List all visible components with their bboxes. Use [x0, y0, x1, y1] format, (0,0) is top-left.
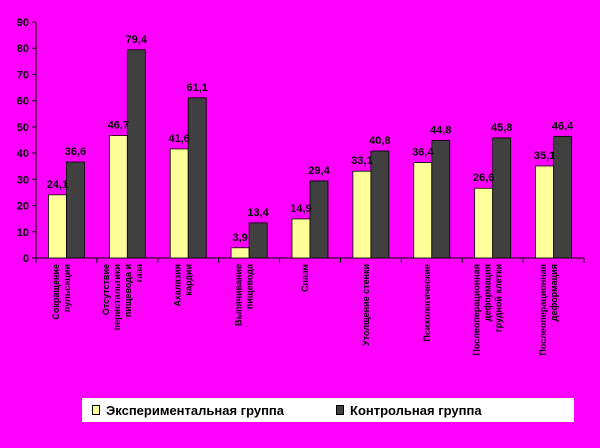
x-category-label: Выпячивание пищевода [234, 263, 255, 326]
legend-swatch-experimental [92, 405, 100, 415]
x-category-label: Отсутствие перистальтики пищевода и газа [101, 263, 144, 330]
bar-control [126, 49, 146, 259]
x-category-label-line: Ахалазия [173, 264, 183, 307]
legend-item-experimental: Экспериментальная группа [92, 403, 284, 418]
bar-control [492, 137, 512, 259]
x-category-label: Психологические [422, 264, 432, 342]
x-category-label-line: Спазм [300, 264, 310, 292]
y-tick-label: 70 [17, 69, 29, 81]
x-category-label-line: Послеоперационная [472, 264, 482, 356]
bar-experimental [474, 187, 494, 259]
y-tick-label: 60 [17, 96, 29, 108]
value-label-control: 29,4 [308, 165, 330, 177]
value-label-experimental: 14,9 [290, 203, 311, 215]
legend-label-experimental: Экспериментальная группа [106, 402, 285, 418]
x-category-label-line: Сокращение [51, 264, 61, 320]
value-label-control: 61,1 [187, 82, 208, 94]
x-category-label-line: Выпячивание [234, 264, 244, 326]
x-category-label-line: Психологические [422, 264, 432, 342]
x-category-label-line: пищевода [245, 263, 255, 309]
legend-item-control: Контрольная группа [336, 403, 482, 418]
x-category-label-line: перистальтики [112, 264, 122, 330]
bar-experimental [108, 135, 128, 259]
bar-experimental [48, 194, 67, 259]
bar-experimental [413, 162, 433, 259]
x-category-label: Ахалазия кардии [173, 264, 194, 307]
value-label-experimental: 46,7 [108, 120, 129, 132]
chart-bars [48, 49, 572, 259]
bar-control [309, 180, 329, 259]
y-tick-label: 90 [17, 17, 29, 29]
value-label-control: 36,6 [65, 146, 86, 158]
value-label-experimental: 35,1 [534, 150, 555, 162]
x-category-label-line: пульсации [62, 264, 72, 312]
bar-control [553, 135, 572, 259]
bar-control [66, 161, 85, 259]
bar-control [431, 140, 451, 259]
value-label-control: 44,8 [430, 125, 451, 137]
y-tick-label: 30 [17, 174, 29, 186]
bar-experimental [352, 170, 372, 259]
value-label-experimental: 26,6 [473, 172, 494, 184]
value-label-control: 46,4 [552, 120, 574, 132]
x-category-label-line: деформация [483, 264, 493, 321]
chart-labels: 24,1 36,6 Сокращение пульсации 46,7 79,4 Отсут… [47, 34, 574, 356]
value-label-experimental: 36,4 [412, 147, 434, 159]
value-label-control: 79,4 [126, 34, 148, 46]
legend-swatch-control [336, 405, 345, 415]
bar-experimental [230, 247, 250, 259]
y-tick-label: 0 [23, 253, 29, 265]
x-category-label-line: газа [134, 263, 144, 282]
y-tick-label: 20 [17, 201, 29, 213]
x-category-label: Послеоперационная деформация [538, 264, 559, 356]
value-label-experimental: 3,9 [232, 232, 247, 244]
value-label-experimental: 24,1 [47, 179, 68, 191]
x-category-label: Сокращение пульсации [51, 264, 72, 320]
y-tick-label: 80 [17, 43, 29, 55]
legend-label-control: Контрольная группа [350, 402, 482, 418]
bar-experimental [291, 218, 311, 259]
chart-legend: Экспериментальная группа Контрольная гру… [82, 398, 574, 422]
bar-experimental [535, 165, 554, 259]
bar-control [248, 222, 268, 259]
x-category-label-line: кардии [184, 264, 194, 296]
y-tick-label: 40 [17, 148, 29, 160]
x-category-label-line: Послеоперационная [538, 264, 548, 356]
x-category-label: Утолщение стенки [361, 264, 371, 346]
value-label-control: 13,4 [247, 207, 269, 219]
value-label-control: 40,8 [369, 135, 390, 147]
bar-control [370, 150, 390, 259]
y-tick-label: 10 [17, 227, 29, 239]
value-label-experimental: 41,6 [169, 133, 190, 145]
x-category-label-line: деформация [549, 264, 559, 321]
x-category-label: Спазм [300, 264, 310, 292]
x-category-label-line: Отсутствие [101, 264, 111, 315]
x-category-label-line: Утолщение стенки [361, 264, 371, 346]
x-category-label-line: грудной клетки [494, 264, 504, 332]
x-category-label-line: пищевода и [123, 264, 133, 317]
bar-control [187, 97, 207, 259]
x-category-label: Послеоперационная деформация грудной клетк… [472, 264, 504, 356]
value-label-control: 45,8 [491, 122, 512, 134]
y-tick-label: 50 [17, 122, 29, 134]
bar-experimental [169, 148, 189, 259]
value-label-experimental: 33,1 [351, 155, 372, 167]
